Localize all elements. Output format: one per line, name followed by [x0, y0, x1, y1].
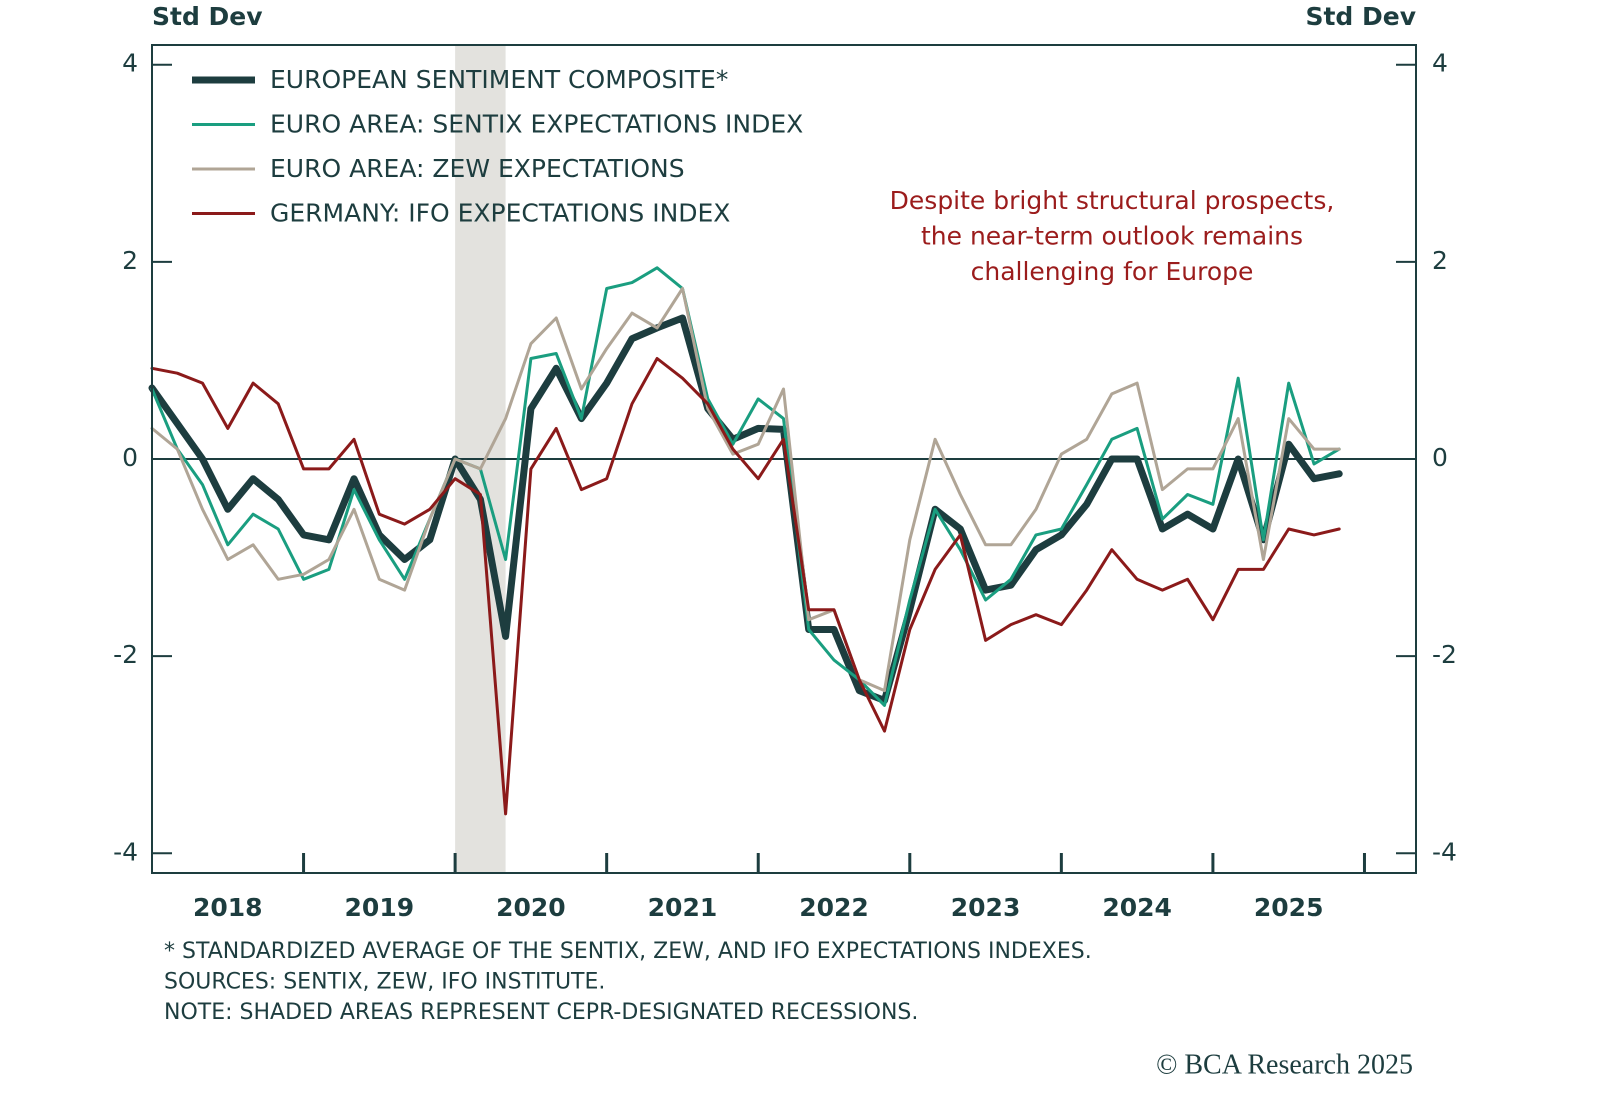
y2-tick-label: 0: [1432, 443, 1448, 472]
x-tick-label: 2019: [345, 893, 415, 922]
y-tick-label: -4: [113, 837, 138, 866]
y-tick-label: 4: [122, 49, 138, 78]
y2-tick-label: -2: [1432, 640, 1457, 669]
x-tick-label: 2024: [1102, 893, 1172, 922]
plot-frame: [151, 44, 1417, 874]
x-tick-label: 2021: [648, 893, 718, 922]
series-line: [150, 287, 1341, 693]
legend-label: EURO AREA: SENTIX EXPECTATIONS INDEX: [270, 110, 803, 139]
series-line: [148, 314, 1343, 704]
y2-tick-label: 4: [1432, 49, 1448, 78]
annotation: Despite bright structural prospects,: [890, 186, 1335, 215]
x-tick-label: 2025: [1254, 893, 1324, 922]
y-tick-label: -2: [113, 640, 138, 669]
y2-tick-label: -4: [1432, 837, 1457, 866]
footnote: NOTE: SHADED AREAS REPRESENT CEPR-DESIGN…: [164, 1000, 918, 1025]
annotation: challenging for Europe: [971, 257, 1254, 286]
y2-tick-label: 2: [1432, 246, 1448, 275]
annotation: the near-term outlook remains: [921, 222, 1303, 251]
y-tick-label: 0: [122, 443, 138, 472]
y-axis-label: Std Dev: [152, 2, 263, 31]
x-tick-label: 2022: [799, 893, 869, 922]
footnote: SOURCES: SENTIX, ZEW, IFO INSTITUTE.: [164, 970, 605, 995]
credit: © BCA Research 2025: [1156, 1049, 1413, 1080]
footnote: * STANDARDIZED AVERAGE OF THE SENTIX, ZE…: [164, 939, 1092, 964]
series-line: [150, 357, 1341, 816]
y2-axis-label: Std Dev: [1305, 2, 1416, 31]
legend-label: EUROPEAN SENTIMENT COMPOSITE*: [270, 65, 728, 94]
x-tick-label: 2023: [951, 893, 1021, 922]
y-tick-label: 2: [122, 246, 138, 275]
x-tick-label: 2018: [193, 893, 263, 922]
legend-label: GERMANY: IFO EXPECTATIONS INDEX: [270, 199, 730, 228]
series-line: [150, 266, 1341, 707]
legend-label: EURO AREA: ZEW EXPECTATIONS: [270, 154, 685, 183]
x-tick-label: 2020: [496, 893, 566, 922]
